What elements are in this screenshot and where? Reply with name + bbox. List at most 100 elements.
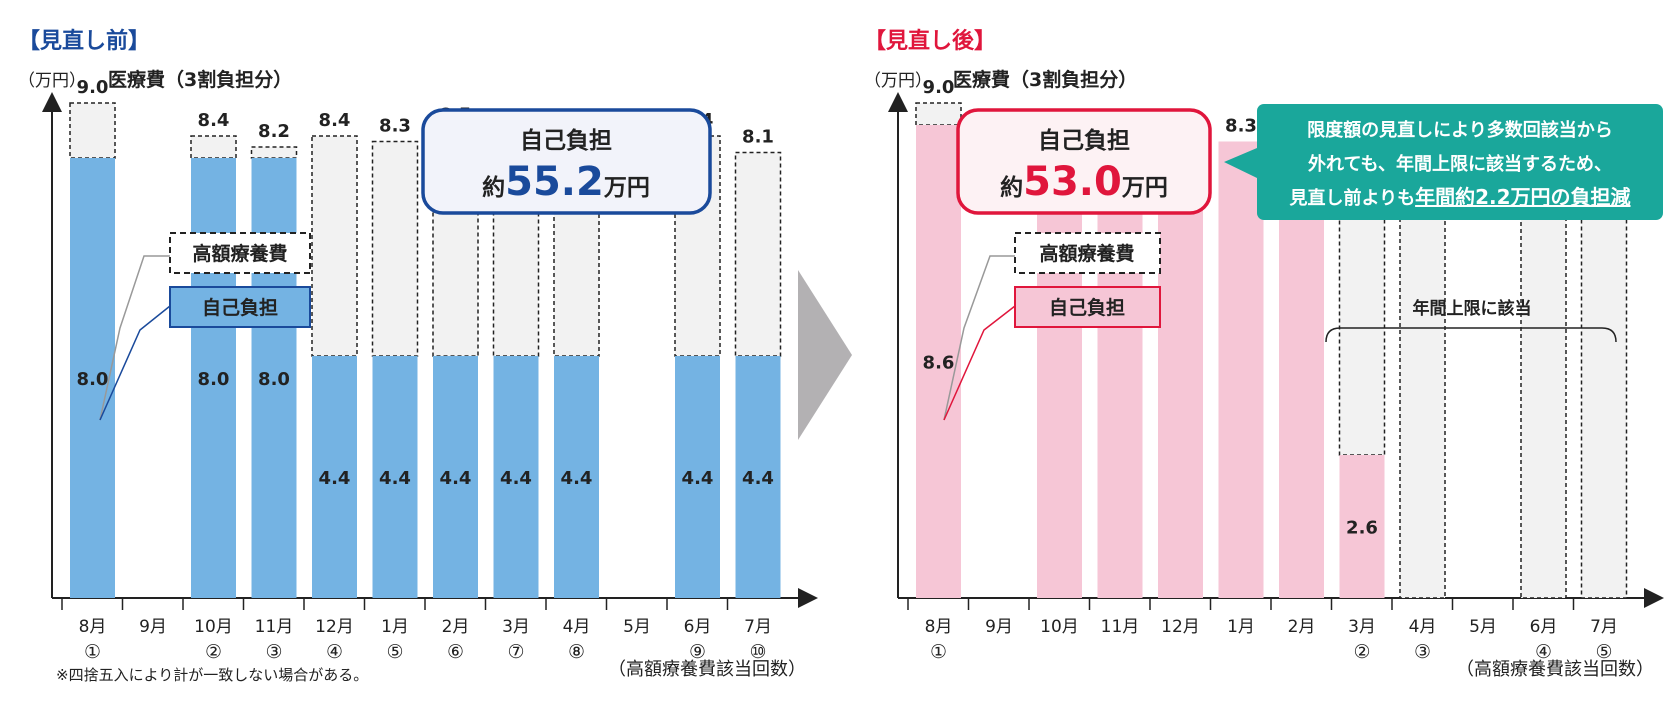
- x-tick-label-after: 4月: [1409, 617, 1437, 637]
- annual-cap-label: 年間上限に該当: [1413, 298, 1532, 319]
- total-label-before: 8.3: [379, 116, 411, 137]
- x-tick-label-before: 9月: [139, 617, 167, 637]
- bar-segment-self-pay-before: [70, 158, 115, 598]
- legend-line-self-after: [943, 305, 1016, 421]
- x-tick-label-after: 7月: [1590, 617, 1618, 637]
- bar-segment-high-cost-before: [190, 135, 237, 159]
- count-label-after: ⑤: [1595, 641, 1612, 663]
- total-label-before: 8.1: [742, 127, 774, 148]
- bar-segment-self-pay-before: [251, 158, 297, 598]
- total-amount-before: 55.2: [505, 159, 604, 205]
- bar-segment-self-pay-before: [675, 356, 720, 598]
- total-prefix-before: 約: [482, 174, 505, 201]
- callout: 限度額の見直しにより多数回該当から 外れても、年間上限に該当するため、 見直し前…: [1224, 104, 1663, 220]
- total-suffix-after: 万円: [1122, 175, 1168, 201]
- x-tick-label-before: 11月: [255, 617, 294, 637]
- total-box-before: [421, 108, 712, 215]
- annual-cap-bracket: [1325, 327, 1617, 343]
- legend-line-self-before: [99, 305, 171, 421]
- bar-segment-high-cost-before: [69, 102, 116, 159]
- inner-label-before: 4.4: [319, 468, 351, 489]
- bar-segment-self-pay-before: [735, 356, 781, 598]
- unit-label-before: （万円）: [18, 71, 86, 91]
- total-prefix-after: 約: [1000, 174, 1023, 201]
- inner-label-after: 8.6: [923, 353, 955, 374]
- x-tick-label-before: 1月: [381, 617, 409, 637]
- ylabel-after: 医療費（3割負担分）: [953, 68, 1137, 91]
- count-caption-before: （高額療養費該当回数）: [608, 659, 806, 680]
- legend-self-box-before: [169, 286, 311, 328]
- inner-label-before: 8.0: [198, 369, 230, 390]
- bar-segment-high-cost-before: [250, 146, 298, 159]
- total-box-after: [956, 108, 1212, 215]
- bar-segment-self-pay-after: [916, 125, 961, 598]
- x-tick-label-before: 6月: [684, 617, 712, 637]
- x-ticks-before: 8月 ① 9月 10月 ② 11月 ③ 12月 ④ 1月 ⑤ 2月 ⑥ 3月 ⑦ 4月 ⑧ 5月 6月 ⑨ 7月 ⑩: [61, 598, 772, 663]
- inner-label-before: 4.4: [500, 468, 532, 489]
- count-label-before: ⑩: [749, 641, 766, 663]
- legend-high-before: 高額療養費: [192, 242, 287, 265]
- count-label-after: ③: [1414, 641, 1431, 663]
- total-label-before: 8.4: [319, 110, 351, 131]
- transition-arrow-icon: [798, 270, 852, 440]
- count-label-before: ⑨: [689, 641, 706, 663]
- x-tick-label-before: 10月: [194, 617, 233, 637]
- bar-segment-self-pay-before: [312, 356, 357, 598]
- inner-label-before: 4.4: [561, 468, 593, 489]
- count-label-before: ⑥: [447, 641, 464, 663]
- footnote: ※四捨五入により計が一致しない場合がある。: [56, 666, 368, 684]
- heading-after: 【見直し後】: [864, 28, 996, 54]
- callout-pointer: [1224, 148, 1257, 178]
- x-tick-label-before: 8月: [79, 617, 107, 637]
- x-tick-label-after: 8月: [925, 617, 953, 637]
- inner-label-before: 4.4: [379, 468, 411, 489]
- bar-segment-self-pay-before: [493, 356, 539, 598]
- count-label-before: ①: [84, 641, 101, 663]
- x-tick-label-after: 11月: [1101, 617, 1140, 637]
- x-tick-label-before: 2月: [442, 617, 470, 637]
- bar-segment-self-pay-after: [1339, 455, 1385, 598]
- bar-segment-self-pay-before: [554, 356, 599, 598]
- count-label-before: ⑤: [386, 641, 403, 663]
- total-label-before: 8.2: [258, 121, 290, 142]
- inner-label-before: 8.0: [77, 369, 109, 390]
- total-label-after: 8.3: [1225, 116, 1257, 137]
- x-tick-label-before: 5月: [623, 617, 651, 637]
- legend-self-before: 自己負担: [202, 296, 278, 319]
- total-suffix-before: 万円: [604, 175, 650, 201]
- callout-line-2: 外れても、年間上限に該当するため、: [1308, 153, 1612, 175]
- inner-label-before: 4.4: [440, 468, 472, 489]
- x-tick-label-before: 3月: [502, 617, 530, 637]
- x-tick-label-after: 10月: [1040, 617, 1079, 637]
- total-amount-line-after: 約53.0万円: [1000, 159, 1168, 205]
- bar-segment-self-pay-after: [1218, 141, 1264, 598]
- callout-box: [1257, 104, 1663, 220]
- x-ticks-after: 8月 ① 9月 10月 11月 12月 1月 2月 3月 ② 4月 ③ 5月 6月 ④ 7月 ⑤: [907, 598, 1618, 663]
- panel-after: 【見直し後】 （万円） 医療費（3割負担分） 8月 ① 9月 10月 11月 12月 1月 2…: [864, 28, 1664, 680]
- callout-line-3: 見直し前よりも年間約2.2万円の負担減: [1288, 185, 1630, 209]
- legend-high-box-before: [169, 232, 311, 274]
- total-title-after: 自己負担: [1038, 127, 1130, 154]
- x-tick-label-after: 3月: [1348, 617, 1376, 637]
- x-tick-label-after: 9月: [985, 617, 1013, 637]
- count-label-after: ①: [930, 641, 947, 663]
- legend-high-after: 高額療養費: [1039, 242, 1134, 265]
- x-tick-label-after: 12月: [1161, 617, 1200, 637]
- bar-segment-self-pay-after: [1097, 147, 1143, 598]
- panel-before: 【見直し前】 （万円） 医療費（3割負担分） 8月 ① 9月 10月 ② 11月 ③ 12月 ④…: [18, 28, 818, 684]
- x-tick-label-before: 12月: [315, 617, 354, 637]
- count-label-before: ②: [205, 641, 222, 663]
- ylabel-before: 医療費（3割負担分）: [108, 68, 292, 91]
- legend-self-after: 自己負担: [1049, 296, 1125, 319]
- legend-line-high-before: [99, 255, 170, 421]
- count-caption-after: （高額療養費該当回数）: [1456, 659, 1654, 680]
- x-tick-label-after: 5月: [1469, 617, 1497, 637]
- inner-label-before: 8.0: [258, 369, 290, 390]
- total-amount-line-before: 約55.2万円: [482, 159, 650, 205]
- count-label-before: ③: [265, 641, 282, 663]
- inner-label-before: 4.4: [742, 468, 774, 489]
- unit-label-after: （万円）: [864, 71, 932, 91]
- callout-line-3-plain: 見直し前よりも: [1288, 187, 1415, 209]
- bar-segment-self-pay-before: [433, 356, 478, 598]
- bar-segment-self-pay-before: [372, 356, 418, 598]
